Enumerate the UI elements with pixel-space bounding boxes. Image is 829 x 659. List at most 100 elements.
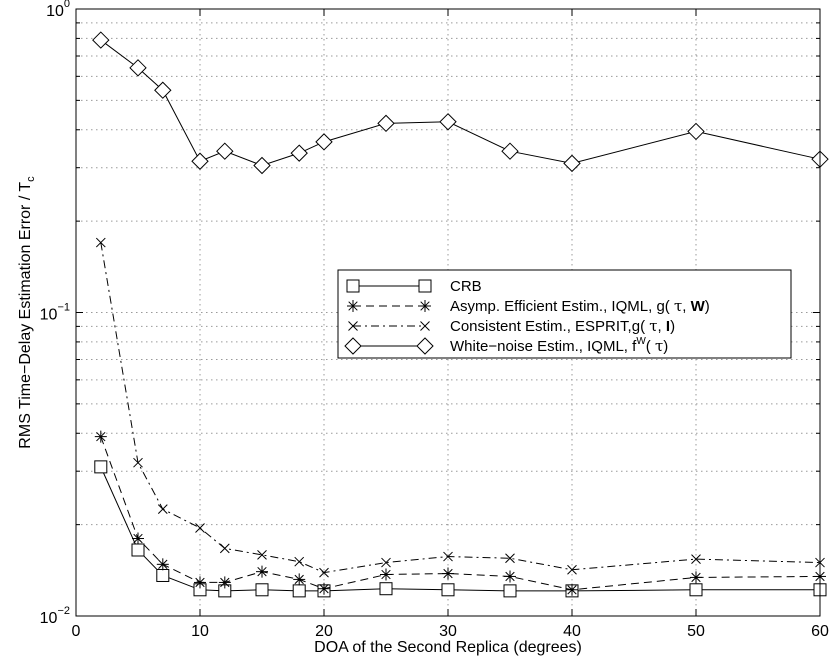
legend-label-part: ): [705, 298, 710, 315]
data-point-crb: [503, 584, 517, 598]
data-point-consistent: [381, 557, 391, 568]
legend-label-part: ): [670, 318, 675, 335]
y-tick-label-exponent: −1: [57, 302, 70, 314]
legend-marker: [419, 300, 431, 312]
marker-stroke: [691, 572, 701, 583]
data-point-asymp: [256, 565, 268, 578]
y-tick-label-base: 10: [40, 307, 58, 324]
x-tick-label: 30: [439, 623, 457, 640]
legend-entry-asymp: Asymp. Efficient Estim., IQML, g( τ, W): [347, 297, 710, 315]
data-point-consistent: [443, 551, 453, 562]
legend-label-part: (: [646, 338, 655, 355]
marker-stroke: [257, 550, 267, 560]
data-point-crb: [131, 543, 145, 557]
marker-stroke: [157, 504, 168, 514]
series-asymp: [94, 430, 826, 596]
y-tick-label-base: 10: [46, 3, 64, 20]
y-tick-label: 10−1: [40, 302, 70, 324]
marker-stroke: [505, 571, 515, 582]
data-point-asymp: [293, 573, 306, 586]
legend-entry-crb: CRB: [346, 278, 482, 295]
x-tick-label: 20: [315, 623, 333, 640]
marker-stroke: [219, 543, 230, 554]
data-point-crb: [94, 460, 108, 474]
marker-stroke: [158, 559, 168, 569]
data-point-white: [687, 122, 705, 141]
marker-stroke: [567, 564, 577, 575]
legend-label-part: I: [666, 318, 670, 335]
y-tick-label: 100: [46, 0, 70, 20]
x-axis-label: DOA of the Second Replica (degrees): [314, 639, 582, 656]
data-point-consistent: [157, 504, 168, 514]
data-point-asymp: [380, 568, 392, 581]
data-point-asymp: [442, 567, 454, 580]
marker-stroke: [348, 301, 358, 311]
marker-stroke: [95, 237, 106, 248]
data-point-asymp: [566, 583, 578, 596]
legend-marker: [420, 321, 430, 331]
data-point-white: [92, 31, 110, 49]
data-point-asymp: [504, 570, 516, 583]
data-point-white: [377, 114, 395, 133]
data-point-crb: [292, 584, 306, 598]
data-point-crb: [689, 583, 703, 597]
data-point-crb: [379, 582, 393, 596]
marker-stroke: [294, 574, 304, 585]
data-point-crb: [255, 583, 269, 597]
marker-stroke: [567, 585, 577, 595]
marker-stroke: [691, 554, 701, 564]
marker-stroke: [381, 557, 391, 568]
legend-label-part: ,: [658, 318, 666, 335]
marker-stroke: [195, 523, 205, 533]
data-point-white: [563, 154, 581, 173]
legend-label-part: τ: [649, 317, 657, 335]
legend-label-part: W: [636, 336, 646, 347]
legend-marker: [346, 279, 360, 293]
series-consistent: [95, 237, 825, 578]
data-point-asymp: [132, 532, 144, 545]
marker-stroke: [294, 556, 305, 567]
data-point-asymp: [218, 576, 231, 589]
legend-label-part: Consistent Estim., ESPRIT,g(: [450, 318, 649, 335]
legend-label-part: W: [691, 298, 706, 315]
data-point-asymp: [156, 558, 169, 571]
marker-stroke: [133, 457, 143, 468]
marker-stroke: [319, 567, 329, 578]
legend-label-part: Asymp. Efficient Estim., IQML, g(: [450, 298, 674, 315]
legend-marker: [348, 321, 358, 331]
x-tick-label: 10: [191, 623, 209, 640]
data-point-white: [129, 59, 147, 77]
legend-label-part: τ: [655, 337, 663, 355]
data-point-white: [253, 156, 271, 175]
marker-stroke: [381, 569, 391, 580]
marker-stroke: [348, 321, 358, 331]
legend-label-part: CRB: [450, 278, 482, 295]
legend-label-part: ): [663, 338, 668, 355]
data-point-white: [501, 142, 519, 160]
y-tick-label-exponent: 0: [64, 0, 70, 10]
series-line-consistent: [100, 242, 821, 574]
x-tick-label: 40: [563, 623, 581, 640]
legend-label-part: ,: [682, 298, 690, 315]
legend-label: Consistent Estim., ESPRIT,g( τ, I): [450, 317, 675, 335]
legend-label: Asymp. Efficient Estim., IQML, g( τ, W): [450, 297, 710, 315]
data-point-consistent: [567, 564, 577, 575]
data-point-white: [290, 144, 308, 162]
data-point-white: [191, 152, 209, 170]
marker-stroke: [443, 568, 453, 579]
y-axis-label-main: RMS Time−Delay Estimation Error / T: [17, 182, 34, 449]
legend-entry-consistent: Consistent Estim., ESPRIT,g( τ, I): [348, 317, 675, 335]
legend-marker: [344, 337, 362, 355]
legend-marker: [418, 279, 432, 293]
data-point-consistent: [294, 556, 305, 567]
marker-stroke: [443, 551, 453, 562]
marker-stroke: [420, 321, 430, 331]
legend-marker: [416, 337, 434, 355]
data-point-asymp: [690, 571, 702, 584]
data-point-consistent: [319, 567, 329, 578]
legend-entry-white: White−noise Estim., IQML, fW( τ): [344, 336, 668, 355]
marker-stroke: [420, 301, 430, 311]
y-tick-label: 10−2: [40, 605, 70, 627]
